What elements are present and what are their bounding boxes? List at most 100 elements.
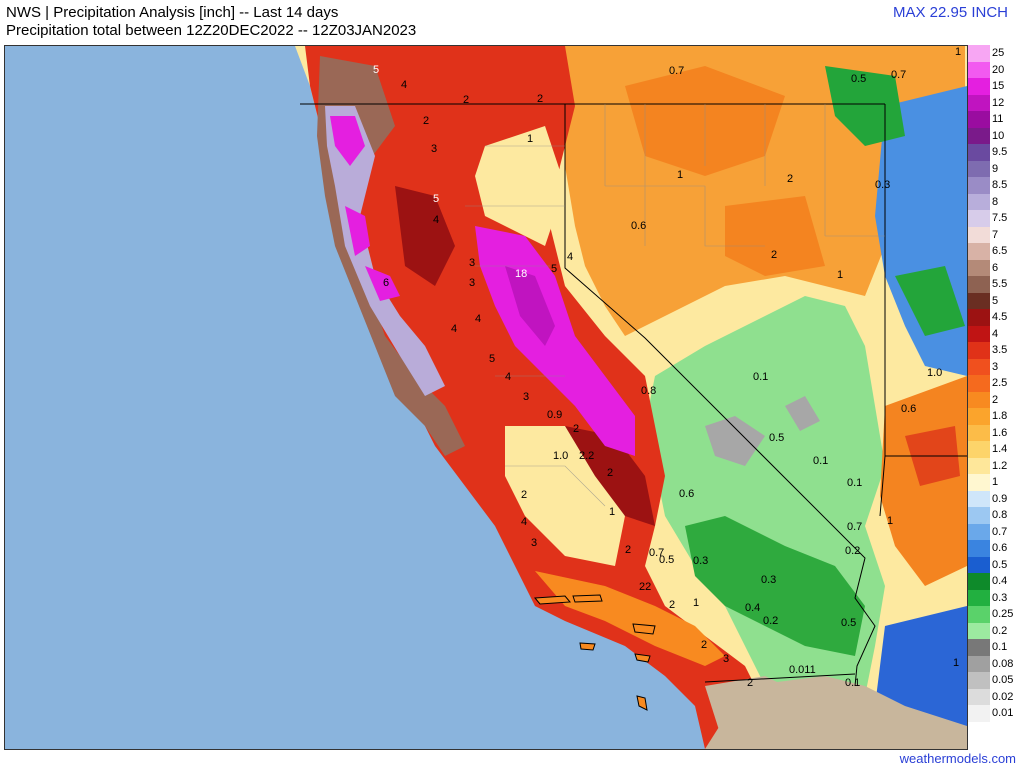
legend-row: 0.02 [968,688,1024,705]
map-label: 2 [573,423,579,435]
legend-row: 0.1 [968,639,1024,656]
legend-swatch [968,342,990,359]
map-label: 0.011 [789,664,816,676]
legend-swatch [968,424,990,441]
socal-orange [535,571,725,666]
legend-label: 15 [992,80,1005,92]
legend-swatch [968,639,990,656]
map-label: 2 [771,249,777,261]
legend-row: 11 [968,111,1024,128]
legend-swatch [968,441,990,458]
legend-swatch [968,408,990,425]
map-label: 0.5 [769,432,784,444]
map-label: 2.2 [579,450,594,462]
legend-swatch [968,276,990,293]
map-label: 0.2 [845,545,860,557]
legend-swatch [968,606,990,623]
legend-row: 5 [968,292,1024,309]
legend-row: 8.5 [968,177,1024,194]
map-label: 3 [531,537,537,549]
legend-swatch [968,556,990,573]
interior-gray [705,396,820,466]
legend-label: 8 [992,195,999,208]
legend-swatch [968,243,990,260]
legend-swatch [968,358,990,375]
map-label: 0.6 [631,220,646,232]
map-label: 0.6 [679,488,694,500]
utah-green [825,66,965,336]
legend-swatch [968,78,990,95]
legend-swatch [968,490,990,507]
legend-label: 0.8 [992,509,1008,521]
map-label: 2 [787,173,793,185]
sierra-magenta-core [505,266,555,346]
map-label: 2 [625,544,631,556]
legend-label: 9 [992,162,999,175]
coast-magenta [330,116,400,301]
legend-row: 0.5 [968,556,1024,573]
legend-label: 7.5 [992,212,1008,224]
legend-row: 0.01 [968,705,1024,722]
map-label: 0.3 [761,574,776,586]
legend-label: 0.01 [992,707,1014,719]
legend-label: 0.2 [992,624,1008,637]
legend-row: 9 [968,160,1024,177]
legend-swatch [968,210,990,227]
legend-label: 0.7 [992,525,1008,538]
legend-label: 1.2 [992,459,1008,472]
legend-row: 0.9 [968,490,1024,507]
map-label: 1 [609,506,615,518]
map-label: 0.3 [693,555,708,567]
map-label: 6 [383,277,389,289]
legend-label: 0.05 [992,674,1014,686]
precipitation-map: 5 4 2 2 1 2 3 5 4 3 18 5 4 3 6 4 4 5 4 3… [4,45,968,750]
color-legend: 25 20 15 12 11 10 9.5 9 8.5 8 7.5 7 6.5 6 5.5 5 4.5 4 3.5 3… [968,45,1024,740]
legend-swatch [968,540,990,557]
map-label: 1.0 [553,450,568,462]
legend-row: 8 [968,193,1024,210]
legend-label: 2 [992,393,999,406]
legend-row: 9.5 [968,144,1024,161]
legend-swatch [968,622,990,639]
map-label: 1 [527,133,533,145]
map-label: 2 [607,467,613,479]
dark-red-pockets [395,186,655,526]
map-label: 3 [723,653,729,665]
map-label: 2 [423,115,429,127]
legend-label: 0.25 [992,608,1014,620]
legend-row: 4 [968,325,1024,342]
legend-swatch [968,391,990,408]
legend-row: 12 [968,94,1024,111]
legend-row: 0.05 [968,672,1024,689]
credit-text: weathermodels.com [899,751,1016,766]
map-label: 2 [669,599,675,611]
legend-label: 1.8 [992,410,1008,422]
legend-swatch [968,127,990,144]
legend-swatch [968,688,990,705]
map-label: 1.0 [927,367,942,379]
legend-row: 25 [968,45,1024,62]
map-label: 2 [537,93,543,105]
map-label: 0.5 [841,617,856,629]
legend-row: 0.8 [968,507,1024,524]
legend-swatch [968,325,990,342]
map-label: 0.2 [763,615,778,627]
map-label: 18 [515,268,527,280]
map-label: 0.5 [851,73,866,85]
map-label: 0.7 [891,69,906,81]
map-label: 1 [955,46,961,58]
map-label: 0.1 [753,371,768,383]
legend-label: 0.3 [992,591,1008,604]
legend-row: 2.5 [968,375,1024,392]
channel-islands [533,594,656,711]
map-label: 0.9 [547,409,562,421]
legend-row: 1.6 [968,424,1024,441]
map-label: 0.5 [659,554,674,566]
legend-label: 0.1 [992,641,1008,653]
legend-row: 20 [968,61,1024,78]
legend-swatch [968,655,990,672]
map-label: 0.7 [649,547,664,559]
legend-row: 1.2 [968,457,1024,474]
legend-swatch [968,144,990,161]
oregon-orange [625,66,825,276]
